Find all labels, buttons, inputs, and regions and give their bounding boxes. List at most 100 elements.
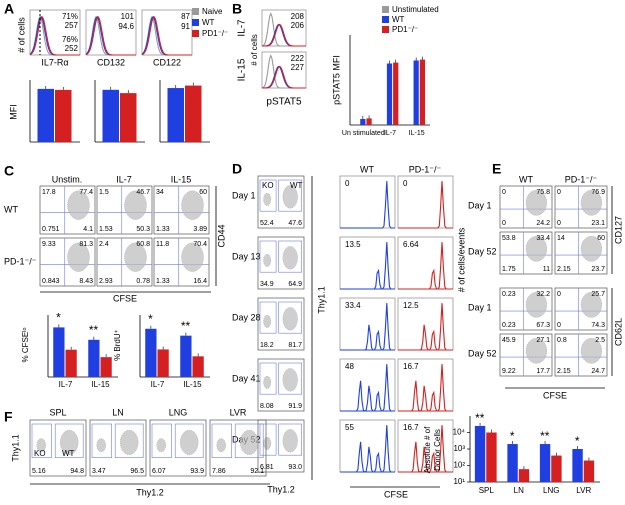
label: 18.2 <box>260 342 274 349</box>
gate <box>259 362 277 395</box>
bar <box>474 425 486 482</box>
label: CD122 <box>153 57 181 67</box>
label: WT <box>360 164 374 174</box>
label: 2.15 <box>557 368 571 375</box>
plot-frame <box>257 236 305 290</box>
axis-title: Thy1.1 <box>316 286 326 314</box>
bar <box>518 469 530 482</box>
panel-label: D <box>232 161 242 177</box>
dot-cloud <box>96 438 106 453</box>
dot-cloud <box>124 242 147 272</box>
x-tick-label: LN <box>514 486 524 495</box>
label: 94.6 <box>118 22 134 31</box>
panel-label: B <box>232 1 242 17</box>
dot-cloud <box>263 253 272 267</box>
label: Day 1 <box>468 302 492 312</box>
dot-cloud <box>525 189 547 216</box>
label: 227 <box>291 63 305 72</box>
label: 3.89 <box>193 226 207 233</box>
gate <box>31 423 52 458</box>
histogram-curve <box>398 324 453 351</box>
dot-cloud <box>181 190 204 220</box>
label: 87 <box>181 12 190 21</box>
label: 0 <box>345 179 350 188</box>
histogram-curve <box>398 441 453 473</box>
label: Day 13 <box>232 251 261 261</box>
label: 0 <box>557 291 561 298</box>
x-tick-label: IL-7 <box>151 380 165 389</box>
bar <box>120 93 137 142</box>
label: 60 <box>199 189 207 196</box>
bar <box>386 63 393 125</box>
plot-frame <box>257 358 305 412</box>
label: 4.1 <box>83 226 93 233</box>
bar <box>539 444 551 482</box>
axis-title: Thy1.2 <box>267 484 295 494</box>
histogram-curve <box>398 242 453 290</box>
bar <box>53 327 65 377</box>
histogram-curve <box>141 16 192 56</box>
dot-cloud <box>580 337 602 364</box>
axis-title: pSTAT5 <box>266 97 302 108</box>
y-tick-label: 10² <box>453 461 465 470</box>
label: 67.3 <box>536 322 550 329</box>
panel-label: E <box>492 161 501 177</box>
label: 34 <box>156 189 164 196</box>
dot-cloud <box>67 242 90 272</box>
label: PD-1⁻/⁻ <box>565 174 598 184</box>
bar <box>157 349 169 377</box>
label: 91 <box>181 22 190 31</box>
dot-cloud <box>263 436 272 450</box>
gate <box>234 423 264 458</box>
label: 91.9 <box>288 403 302 410</box>
plot-frame <box>554 185 608 229</box>
dot-cloud <box>120 429 139 455</box>
significance: ** <box>89 323 99 337</box>
label: 53.8 <box>502 235 516 242</box>
legend-label: Unstimulated <box>392 5 439 14</box>
significance: ** <box>181 319 191 333</box>
legend-label: WT <box>392 15 405 24</box>
bar <box>366 118 372 125</box>
plot-frame <box>499 333 553 377</box>
label: IL-15 <box>237 58 248 81</box>
label: IL7-Rα <box>41 57 68 67</box>
label: WT <box>519 174 533 184</box>
plot-frame <box>96 237 153 287</box>
label: IL-7 <box>116 174 132 184</box>
label: 0 <box>502 220 506 227</box>
plot-frame <box>39 237 96 287</box>
label: 0 <box>557 189 561 196</box>
x-tick-label: IL-7 <box>59 380 73 389</box>
axis-title: % BrdU⁺ <box>113 329 122 361</box>
histogram-curve <box>340 242 395 290</box>
bar <box>65 349 77 377</box>
label: 34.9 <box>260 281 274 288</box>
label: 70.4 <box>193 241 207 248</box>
label: 74.3 <box>591 322 605 329</box>
label: 24.7 <box>591 368 605 375</box>
label: Unstim. <box>52 174 83 184</box>
x-tick-label: IL-15 <box>409 130 425 137</box>
axis-title: Thy1.2 <box>136 487 164 497</box>
label: Day 52 <box>468 246 497 256</box>
label: WT <box>62 449 75 458</box>
x-tick-label: LNG <box>543 486 559 495</box>
label: 94.8 <box>70 468 84 475</box>
legend-swatch <box>192 30 199 37</box>
plot-frame <box>149 419 207 477</box>
label: 14 <box>557 235 565 242</box>
dot-cloud <box>216 438 226 453</box>
bar <box>55 89 72 142</box>
dot-cloud <box>263 314 272 328</box>
x-tick-label: IL-15 <box>91 380 110 389</box>
label: 252 <box>65 44 79 53</box>
significance: * <box>575 434 580 448</box>
dot-cloud <box>181 242 204 272</box>
label: IL-15 <box>171 174 192 184</box>
label: 6.81 <box>260 464 274 471</box>
significance: ** <box>475 411 485 425</box>
label: 23.1 <box>591 220 605 227</box>
label: 11 <box>543 266 550 273</box>
significance: * <box>510 429 515 443</box>
